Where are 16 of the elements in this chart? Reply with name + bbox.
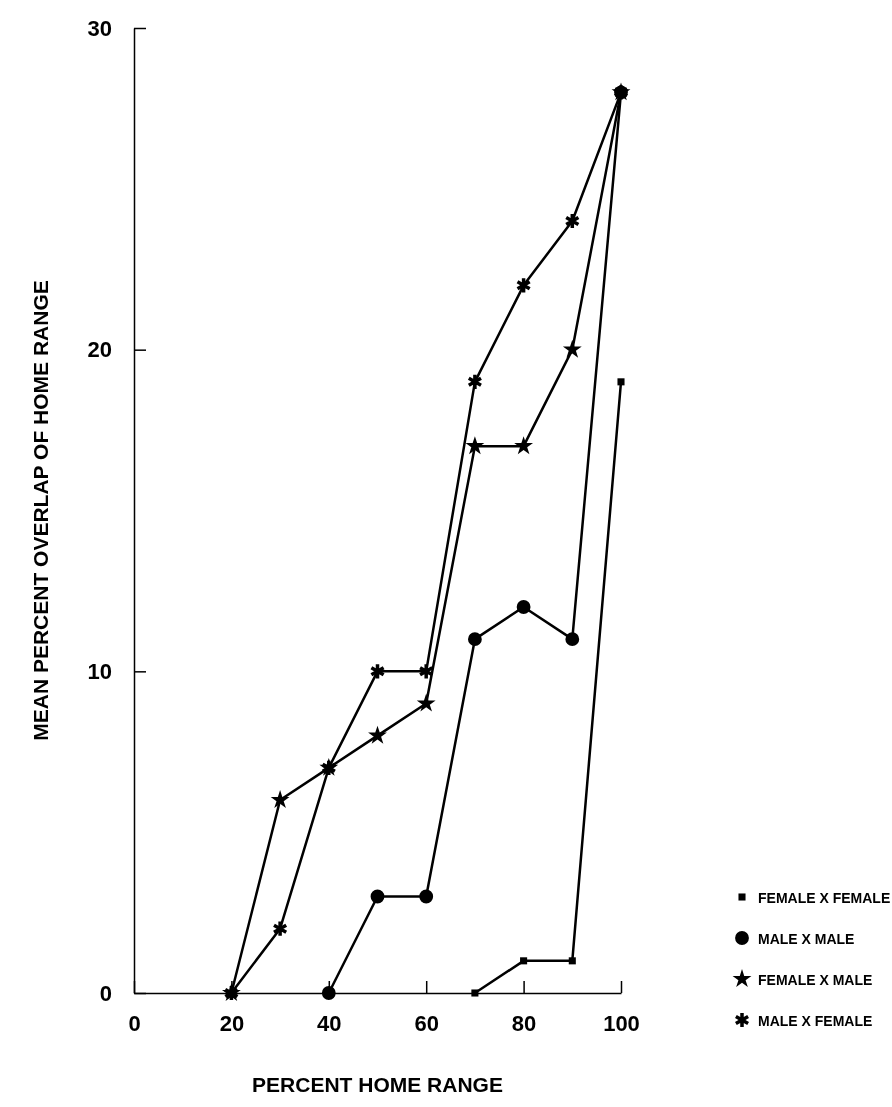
legend-label: FEMALE X MALE <box>758 972 873 988</box>
legend-label: MALE X FEMALE <box>758 1013 873 1029</box>
x-axis-title: PERCENT HOME RANGE <box>252 1073 503 1096</box>
y-tick-label: 20 <box>87 337 112 363</box>
y-tick-label: 10 <box>87 658 112 684</box>
x-tick-label: 0 <box>128 1010 141 1036</box>
x-tick-label: 60 <box>414 1010 439 1036</box>
x-tick-label: 80 <box>511 1010 537 1036</box>
x-tick-label: 40 <box>317 1010 342 1036</box>
y-tick-label: 30 <box>87 15 112 41</box>
y-axis-title: MEAN PERCENT OVERLAP OF HOME RANGE <box>29 280 52 741</box>
legend-label: MALE X MALE <box>758 931 855 947</box>
x-tick-label: 100 <box>603 1010 640 1036</box>
legend-label: FEMALE X FEMALE <box>758 890 891 906</box>
y-tick-label: 0 <box>99 980 112 1006</box>
x-tick-label: 20 <box>219 1010 245 1036</box>
